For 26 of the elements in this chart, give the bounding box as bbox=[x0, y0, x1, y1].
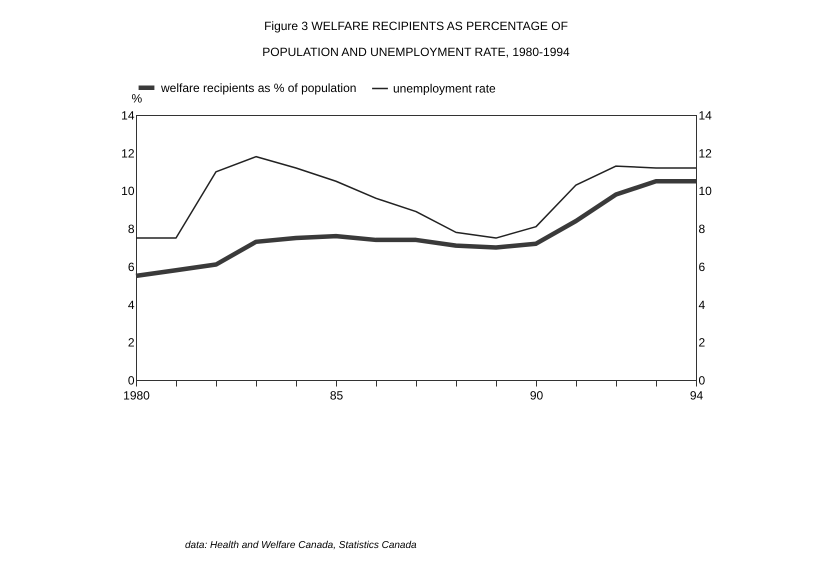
text: data: Health and Welfare Canada, Statistics Canada bbox=[185, 540, 417, 551]
y-tick-label: 8 bbox=[128, 222, 135, 236]
y2-tick-label: 8 bbox=[698, 222, 706, 236]
y-tick-label: 2 bbox=[128, 336, 135, 350]
legend-label: unemployment rate bbox=[393, 82, 496, 96]
y2-tick-label: 0 bbox=[698, 374, 706, 388]
legend-label: welfare recipients as % of population bbox=[160, 80, 356, 95]
y2-tick-label: 2 bbox=[698, 336, 706, 350]
chart-title: Figure 3 WELFARE RECIPIENTS AS PERCENTAGE OF POPULATION AND UNEMPLOYMENT RATE, 1980-1994 bbox=[262, 19, 570, 59]
y-tick-label: 0 bbox=[128, 374, 135, 388]
y-axis-title: % bbox=[132, 92, 142, 106]
y-tick-label: 4 bbox=[128, 298, 135, 312]
y-tick-label: 10 bbox=[121, 184, 135, 198]
x-tick-label: 90 bbox=[530, 388, 544, 402]
y2-tick-label: 6 bbox=[698, 260, 706, 274]
y-tick-label: 6 bbox=[128, 260, 135, 274]
x-tick-label: 1980 bbox=[123, 388, 150, 402]
y2-tick-label: 4 bbox=[698, 298, 706, 312]
y-tick-label: 12 bbox=[121, 146, 135, 160]
y2-tick-label: 14 bbox=[698, 108, 712, 122]
x-tick-label: 94 bbox=[690, 388, 704, 402]
y2-tick-label: 10 bbox=[698, 184, 712, 198]
x-tick-label: 85 bbox=[330, 388, 344, 402]
y-tick-label: 14 bbox=[121, 108, 135, 122]
y2-tick-label: 12 bbox=[698, 146, 712, 160]
line-series bbox=[135, 156, 697, 239]
